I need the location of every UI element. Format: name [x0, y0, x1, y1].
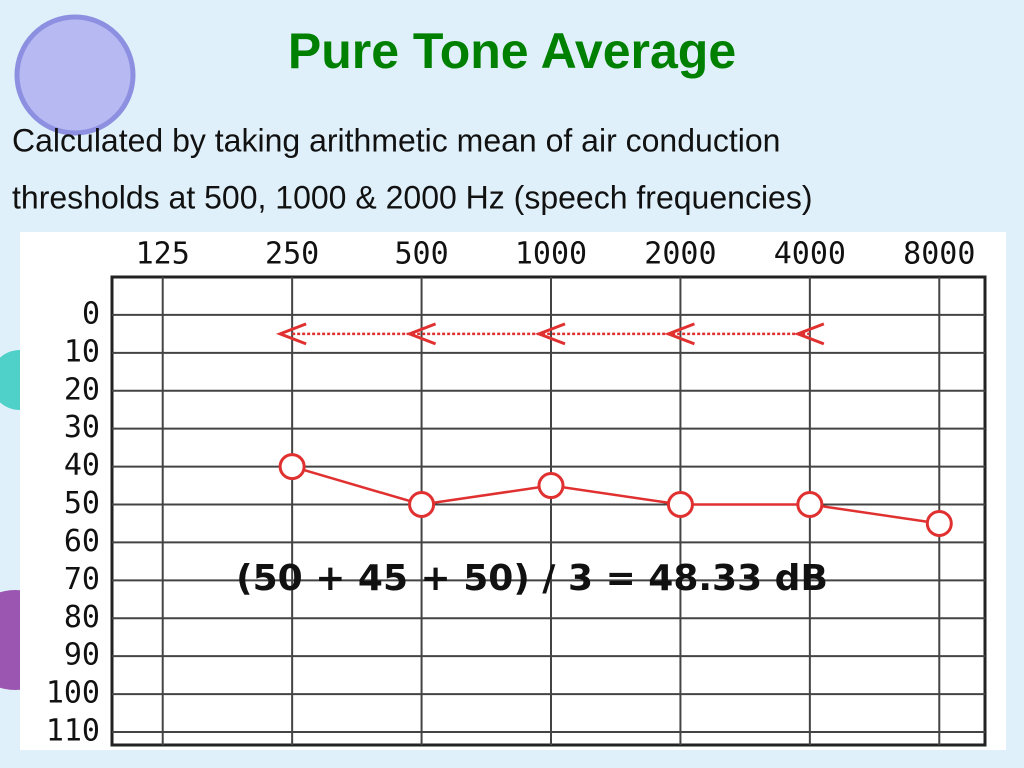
- y-tick-label: 0: [82, 296, 100, 331]
- slide-title: Pure Tone Average: [288, 23, 736, 79]
- data-point: [537, 472, 565, 500]
- y-tick-label: 20: [64, 372, 100, 407]
- x-tick-label: 1000: [515, 237, 587, 272]
- data-point: [275, 322, 307, 346]
- body-text: thresholds at 500, 1000 & 2000 Hz (speec…: [12, 179, 813, 215]
- y-tick-label: 80: [64, 600, 100, 635]
- y-tick-label: 90: [64, 638, 100, 673]
- y-tick-label: 10: [64, 334, 100, 369]
- data-point: [796, 491, 824, 518]
- data-point: [278, 453, 306, 481]
- x-tick-label: 125: [136, 237, 190, 272]
- x-tick-label: 8000: [903, 237, 975, 272]
- y-tick-label: 30: [64, 410, 100, 445]
- data-point: [405, 322, 437, 346]
- y-tick-label: 60: [64, 524, 100, 559]
- plot-frame: [110, 275, 987, 747]
- data-point: [534, 322, 566, 346]
- y-tick-label: 40: [64, 448, 100, 483]
- x-tick-label: 4000: [774, 237, 846, 272]
- decoration: [14, 14, 136, 136]
- y-tick-label: 110: [46, 714, 100, 749]
- data-point: [666, 491, 694, 518]
- data-point: [793, 322, 825, 346]
- data-point: [925, 509, 953, 537]
- x-tick-label: 500: [394, 237, 448, 272]
- annotation: (50 + 45 + 50) / 3 = 48.33 dB: [236, 558, 828, 599]
- y-tick-label: 100: [46, 676, 100, 711]
- data-point: [664, 322, 695, 346]
- body-text: Calculated by taking arithmetic mean of …: [12, 122, 780, 158]
- y-tick-label: 70: [64, 562, 100, 597]
- x-tick-label: 2000: [644, 237, 716, 272]
- series-line: [291, 465, 940, 525]
- x-tick-label: 250: [265, 237, 319, 272]
- y-tick-label: 50: [64, 486, 100, 521]
- data-point: [408, 491, 436, 518]
